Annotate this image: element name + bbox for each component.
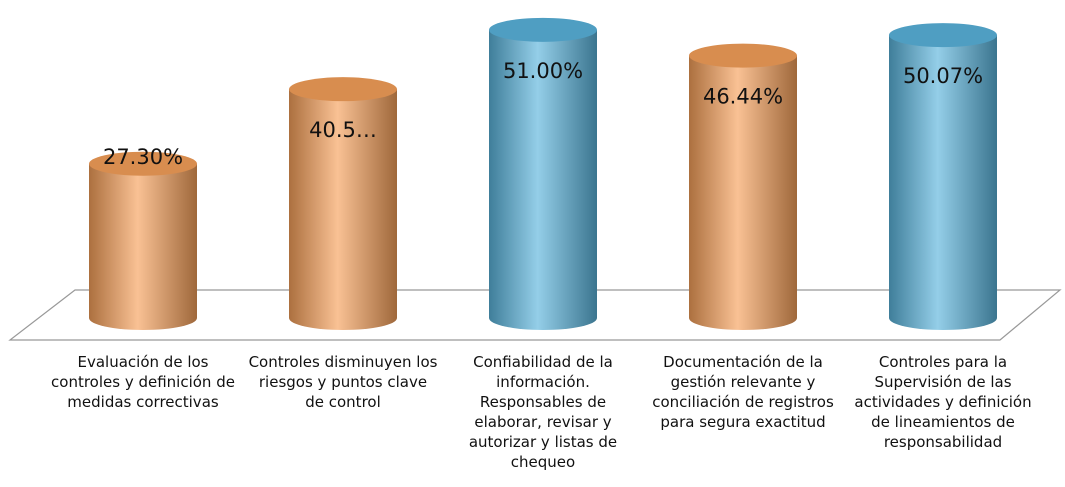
value-label: 27.30% [103,145,183,169]
cylinder-top [289,77,397,102]
value-label: 51.00% [503,59,583,83]
cylinder [689,55,797,318]
cylinder [489,29,597,318]
category-label: Documentación de la gestión relevante y … [652,353,834,431]
cylinder-top [889,23,997,48]
category-label: Controles disminuyen los riesgos y punto… [248,353,438,411]
cylinder-top [689,43,797,68]
value-label: 46.44% [703,85,783,109]
category-label: Confiabilidad de la información. Respons… [468,353,618,471]
cylinder [289,89,397,318]
cylinder [889,35,997,319]
cylinder-top [489,17,597,42]
value-label: 40.5… [309,118,377,142]
cylinder [89,163,197,318]
value-label: 50.07% [903,64,983,88]
cylinder-top [89,151,197,176]
category-label: Controles para la Supervisión de las act… [854,353,1032,451]
category-label: Evaluación de los controles y definición… [51,353,235,411]
